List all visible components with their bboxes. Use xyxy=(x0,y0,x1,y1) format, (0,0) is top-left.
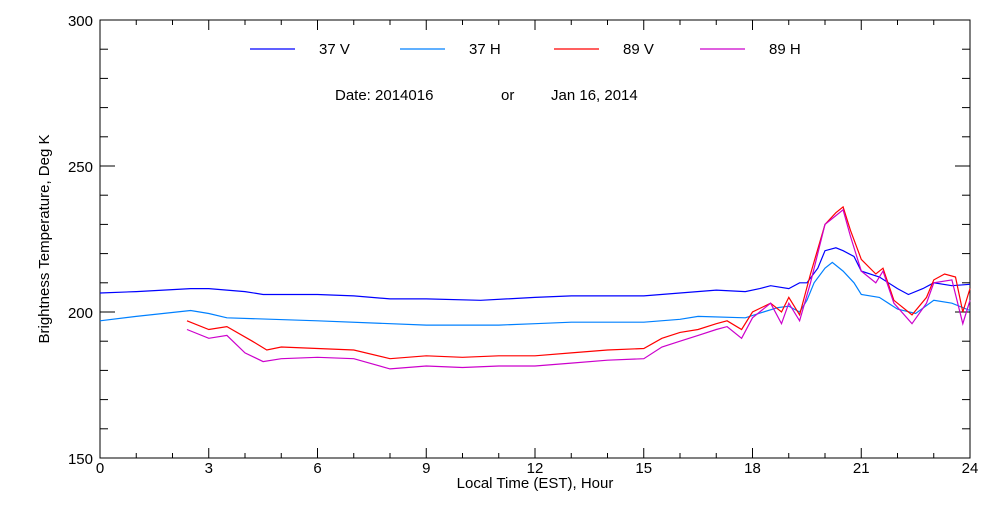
series-line-37v xyxy=(99,247,971,301)
plot-frame xyxy=(99,19,971,459)
series-lines xyxy=(99,205,971,370)
x-tick-label: 9 xyxy=(422,460,430,477)
series-line-89h xyxy=(186,208,971,370)
axes: 0 3 6 9 12 15 18 21 24 150 200 250 300 xyxy=(68,13,978,477)
date-or: or xyxy=(501,87,514,104)
x-tick-label: 0 xyxy=(96,460,104,477)
legend-label: 37 H xyxy=(469,41,501,58)
series-line-89v xyxy=(186,205,971,360)
y-tick-label: 200 xyxy=(68,305,93,322)
x-tick-label: 3 xyxy=(205,460,213,477)
y-tick-label: 300 xyxy=(68,13,93,30)
date-text: Jan 16, 2014 xyxy=(551,87,638,104)
legend-label: 37 V xyxy=(319,41,350,58)
legend: 37 V 37 H 89 V 89 H xyxy=(250,41,801,58)
legend-label: 89 V xyxy=(623,41,654,58)
y-axis-label: Brightness Temperature, Deg K xyxy=(36,135,53,344)
y-tick-label: 250 xyxy=(68,159,93,176)
y-tick-label: 150 xyxy=(68,451,93,468)
series-line-37h xyxy=(99,261,971,326)
x-tick-label: 15 xyxy=(635,460,652,477)
x-tick-label: 18 xyxy=(744,460,761,477)
x-tick-label: 21 xyxy=(853,460,870,477)
x-tick-label: 6 xyxy=(313,460,321,477)
x-tick-label: 12 xyxy=(527,460,544,477)
x-tick-label: 24 xyxy=(962,460,979,477)
x-axis-label: Local Time (EST), Hour xyxy=(457,475,614,492)
date-code: Date: 2014016 xyxy=(335,87,433,104)
legend-label: 89 H xyxy=(769,41,801,58)
